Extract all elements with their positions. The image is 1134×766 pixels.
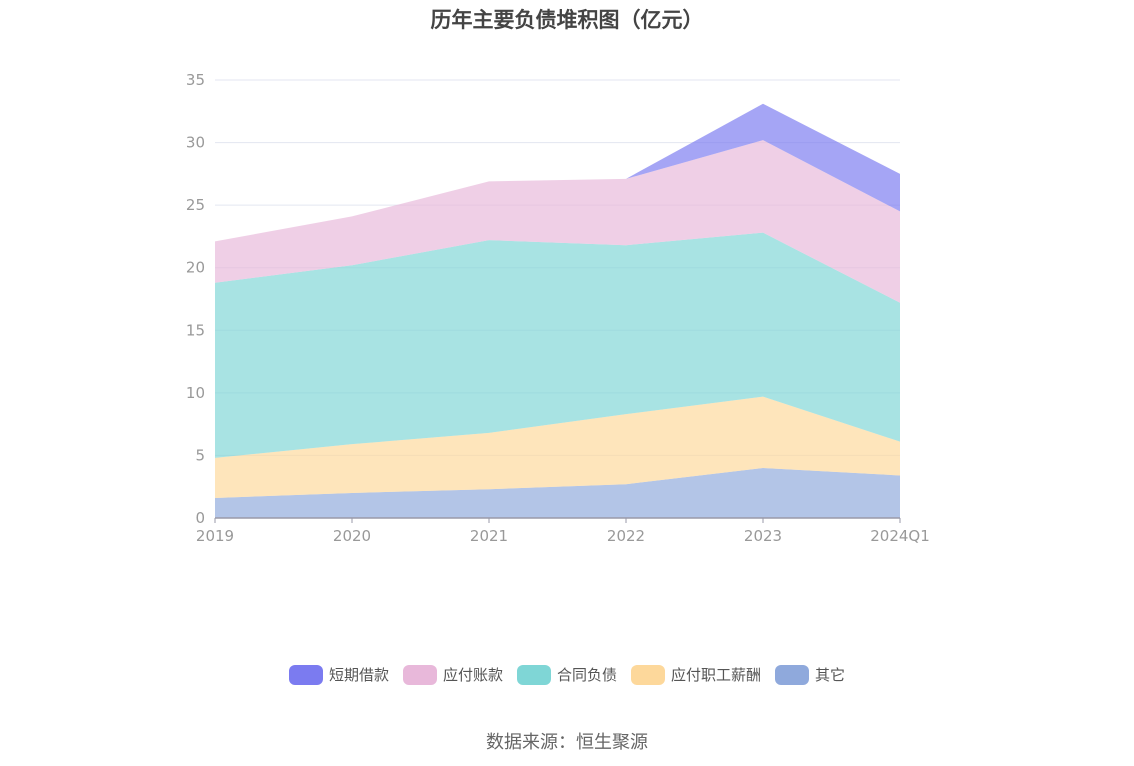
legend-swatch bbox=[516, 664, 551, 685]
x-tick-label: 2019 bbox=[196, 527, 234, 545]
y-tick-label: 15 bbox=[186, 321, 205, 339]
legend-item[interactable]: 短期借款 bbox=[288, 664, 389, 685]
chart-title: 历年主要负债堆积图（亿元） bbox=[430, 8, 704, 32]
legend-label: 应付账款 bbox=[442, 666, 503, 684]
y-tick-label: 0 bbox=[195, 509, 205, 527]
y-tick-label: 30 bbox=[186, 134, 205, 152]
legend-item[interactable]: 应付账款 bbox=[402, 664, 503, 685]
y-tick-label: 35 bbox=[186, 71, 205, 89]
area-series bbox=[215, 103, 900, 518]
area-合同负债 bbox=[215, 232, 900, 458]
legend-label: 应付职工薪酬 bbox=[671, 666, 762, 684]
legend-swatch bbox=[288, 664, 323, 685]
y-tick-label: 5 bbox=[195, 446, 205, 464]
x-tick-label: 2023 bbox=[744, 527, 782, 545]
chart-legend: 短期借款 应付账款 合同负债 应付职工薪酬 其它 bbox=[0, 664, 1134, 685]
data-source: 数据来源：恒生聚源 bbox=[486, 732, 648, 753]
area-短期借款 bbox=[215, 103, 900, 242]
legend-swatch bbox=[775, 664, 810, 685]
y-tick-label: 25 bbox=[186, 196, 205, 214]
legend-item[interactable]: 其它 bbox=[775, 664, 845, 685]
legend-item[interactable]: 应付职工薪酬 bbox=[631, 664, 761, 685]
legend-swatch bbox=[402, 664, 437, 685]
x-tick-label: 2022 bbox=[607, 527, 645, 545]
area-应付账款 bbox=[215, 140, 900, 303]
area-其它 bbox=[215, 467, 900, 518]
legend-label: 其它 bbox=[815, 666, 846, 684]
x-tick-label: 2024Q1 bbox=[870, 527, 930, 545]
x-tick-label: 2021 bbox=[470, 527, 508, 545]
legend-label: 短期借款 bbox=[328, 666, 389, 684]
area-应付职工薪酬 bbox=[215, 396, 900, 498]
axes: 0 5 10 15 20 25 30 35 2019 2020 2021 2022 2023 2024Q1 bbox=[186, 71, 930, 545]
x-tick-label: 2020 bbox=[333, 527, 371, 545]
legend-swatch bbox=[631, 664, 665, 685]
y-tick-label: 10 bbox=[186, 384, 205, 402]
legend-label: 合同负债 bbox=[556, 666, 617, 684]
y-tick-label: 20 bbox=[186, 259, 205, 277]
legend-item[interactable]: 合同负债 bbox=[516, 664, 617, 685]
chart-plot: 0 5 10 15 20 25 30 35 2019 2020 2021 2022 2023 2024Q1 bbox=[186, 71, 930, 545]
